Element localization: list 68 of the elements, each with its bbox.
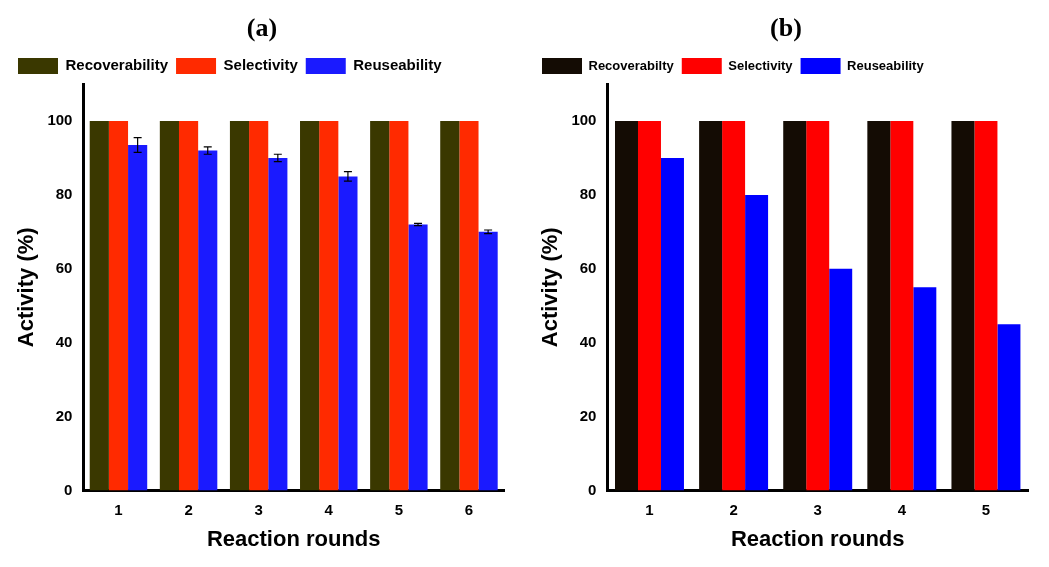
legend-label: Reuseability: [847, 57, 925, 73]
bar: [951, 120, 975, 491]
bar: [370, 120, 390, 491]
bar: [389, 120, 409, 491]
bar: [440, 120, 460, 491]
bar: [459, 120, 479, 491]
y-tick-label: 80: [55, 185, 73, 203]
bar: [745, 194, 769, 491]
x-tick-label: 2: [184, 500, 193, 518]
bar: [890, 120, 914, 491]
legend-label: Selectivity: [728, 57, 794, 73]
y-tick-label: 0: [588, 480, 597, 498]
bar: [300, 120, 320, 491]
bar: [783, 120, 807, 491]
y-tick-label: 20: [55, 406, 73, 424]
chart-title: (b): [769, 12, 803, 44]
bar: [249, 120, 269, 491]
bar: [128, 144, 148, 491]
y-tick-label: 60: [55, 258, 73, 276]
y-axis-title: Activity (%): [13, 227, 39, 348]
bar: [806, 120, 830, 491]
y-tick-label: 100: [571, 111, 597, 129]
x-tick-label: 4: [324, 500, 334, 518]
legend-label: Selectivity: [223, 56, 299, 74]
bar: [178, 120, 199, 491]
x-tick-label: 2: [729, 500, 738, 518]
y-tick-label: 80: [579, 185, 597, 203]
bar: [997, 324, 1021, 491]
x-axis-title: Reaction rounds: [206, 525, 381, 551]
bar: [699, 120, 723, 491]
x-tick-label: 5: [981, 500, 991, 518]
bar: [867, 120, 891, 491]
bar: [974, 120, 998, 491]
x-axis-title: Reaction rounds: [730, 525, 905, 551]
bar: [89, 120, 109, 491]
bar: [615, 120, 638, 491]
bar: [829, 268, 853, 491]
bar: [722, 120, 746, 491]
x-tick-label: 3: [813, 500, 822, 518]
y-tick-label: 40: [579, 332, 597, 350]
x-tick-label: 5: [394, 500, 404, 518]
legend-label: Recoverabilty: [588, 57, 675, 73]
y-axis-title: Activity (%): [537, 227, 563, 348]
bar: [229, 120, 250, 491]
bar: [268, 157, 288, 491]
legend-label: Reuseability: [353, 56, 443, 74]
y-tick-label: 60: [579, 258, 597, 276]
bar: [913, 287, 937, 491]
x-tick-label: 4: [897, 500, 907, 518]
bar: [478, 231, 498, 491]
legend-label: Recoverability: [65, 56, 169, 74]
x-tick-label: 6: [464, 500, 474, 518]
bar: [198, 150, 218, 491]
bar: [660, 157, 684, 491]
bar: [408, 224, 428, 491]
x-tick-label: 3: [254, 500, 263, 518]
y-tick-label: 100: [47, 111, 73, 129]
y-tick-label: 0: [64, 480, 73, 498]
bar: [338, 176, 358, 491]
chart-title: (a): [245, 12, 279, 44]
x-tick-label: 1: [645, 500, 654, 518]
y-tick-label: 20: [579, 406, 597, 424]
x-tick-label: 1: [114, 500, 123, 518]
bar: [319, 120, 339, 491]
bar: [159, 120, 179, 491]
bar: [108, 120, 129, 491]
bar: [637, 120, 661, 491]
y-tick-label: 40: [55, 332, 73, 350]
